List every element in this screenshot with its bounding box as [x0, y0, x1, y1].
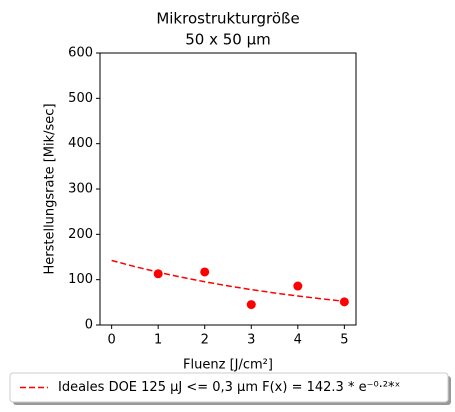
data-point: [246, 300, 256, 310]
x-tick-label: 1: [154, 333, 162, 348]
y-axis-label: Herstellungsrate [Mik/sec]: [43, 103, 58, 274]
y-tick-label: 400: [68, 136, 93, 151]
y-tick-label: 500: [68, 91, 93, 106]
y-tick-label: 200: [68, 227, 93, 242]
y-tick-label: 100: [68, 272, 93, 287]
data-point: [339, 297, 349, 307]
x-axis-label: Fluenz [J/cm²]: [183, 358, 273, 373]
chart-title: Mikrostrukturgröße: [156, 10, 299, 28]
y-tick-label: 600: [68, 46, 93, 61]
x-tick-label: 4: [294, 333, 302, 348]
x-tick-label: 0: [107, 333, 115, 348]
x-tick-label: 2: [201, 333, 209, 348]
y-tick-label: 300: [68, 182, 93, 197]
legend-label: Ideales DOE 125 µJ <= 0,3 µm F(x) = 142.…: [58, 380, 400, 395]
y-tick-label: 0: [85, 318, 93, 333]
data-point: [200, 267, 210, 277]
legend: [9, 372, 449, 403]
x-tick-label: 5: [340, 333, 348, 348]
data-point: [293, 281, 303, 291]
plot-frame: [99, 52, 357, 326]
chart-subtitle: 50 x 50 µm: [185, 31, 271, 49]
x-tick-label: 3: [247, 333, 255, 348]
data-point: [153, 269, 163, 279]
fit-line: [111, 259, 345, 303]
